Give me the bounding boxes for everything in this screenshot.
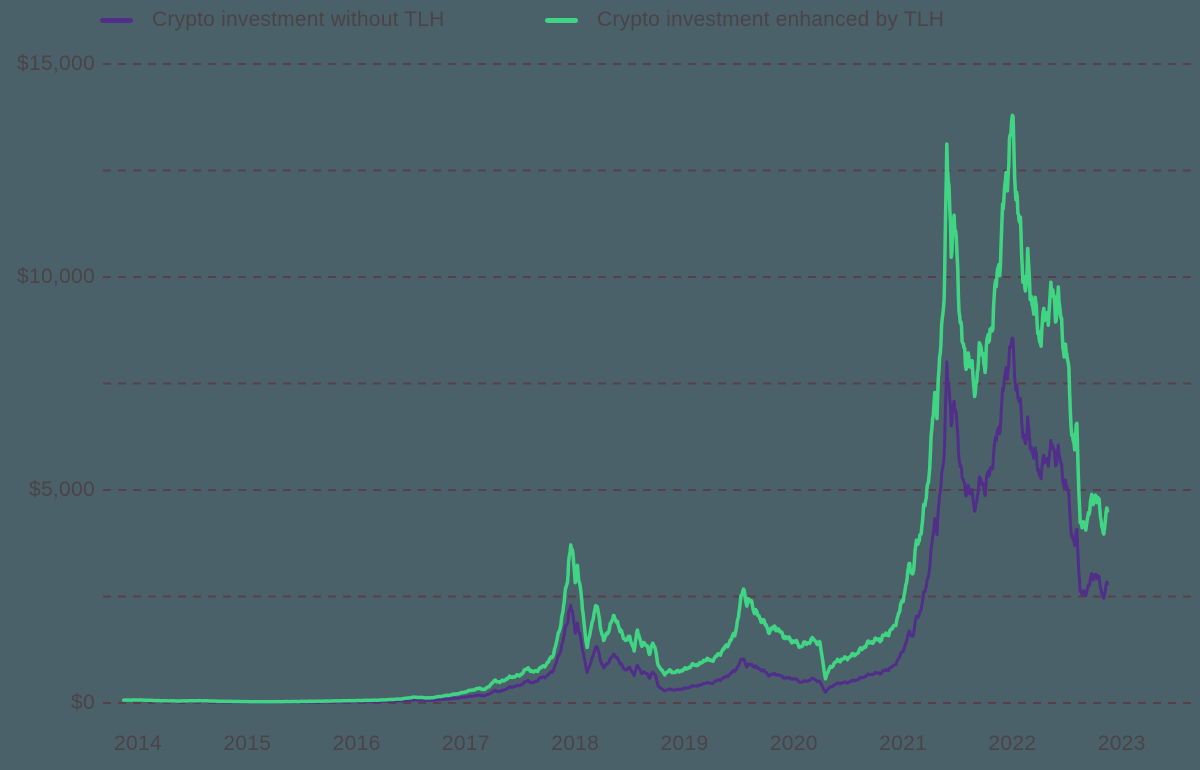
x-tick-label: 2023 — [1097, 732, 1146, 755]
series-line-enhanced-tlh — [122, 113, 1110, 704]
legend-label-without-tlh: Crypto investment without TLH — [152, 8, 445, 31]
legend-swatch-without-tlh — [100, 17, 133, 23]
series-group — [122, 113, 1110, 704]
y-tick-label: $5,000 — [28, 478, 95, 501]
y-tick-label: $0 — [71, 691, 95, 714]
legend-item-without-tlh: Crypto investment without TLH — [100, 8, 445, 32]
x-tick-label: 2014 — [114, 732, 162, 755]
x-tick-label: 2021 — [879, 732, 928, 755]
y-axis-labels: $0 $5,000 $10,000 $15,000 — [0, 0, 95, 770]
x-tick-label: 2015 — [223, 732, 272, 755]
gridlines — [103, 63, 1193, 704]
x-tick-label: 2022 — [988, 732, 1037, 755]
legend-swatch-enhanced-tlh — [545, 17, 578, 23]
chart-legend: Crypto investment without TLH Crypto inv… — [0, 0, 1200, 40]
x-tick-label: 2016 — [332, 732, 381, 755]
x-tick-label: 2020 — [769, 732, 818, 755]
legend-item-enhanced-tlh: Crypto investment enhanced by TLH — [545, 8, 944, 32]
y-tick-label: $10,000 — [16, 265, 95, 288]
x-tick-label: 2017 — [441, 732, 490, 755]
x-tick-label: 2018 — [551, 732, 600, 755]
x-tick-label: 2019 — [660, 732, 709, 755]
y-tick-label: $15,000 — [16, 52, 95, 75]
legend-label-enhanced-tlh: Crypto investment enhanced by TLH — [597, 8, 945, 31]
